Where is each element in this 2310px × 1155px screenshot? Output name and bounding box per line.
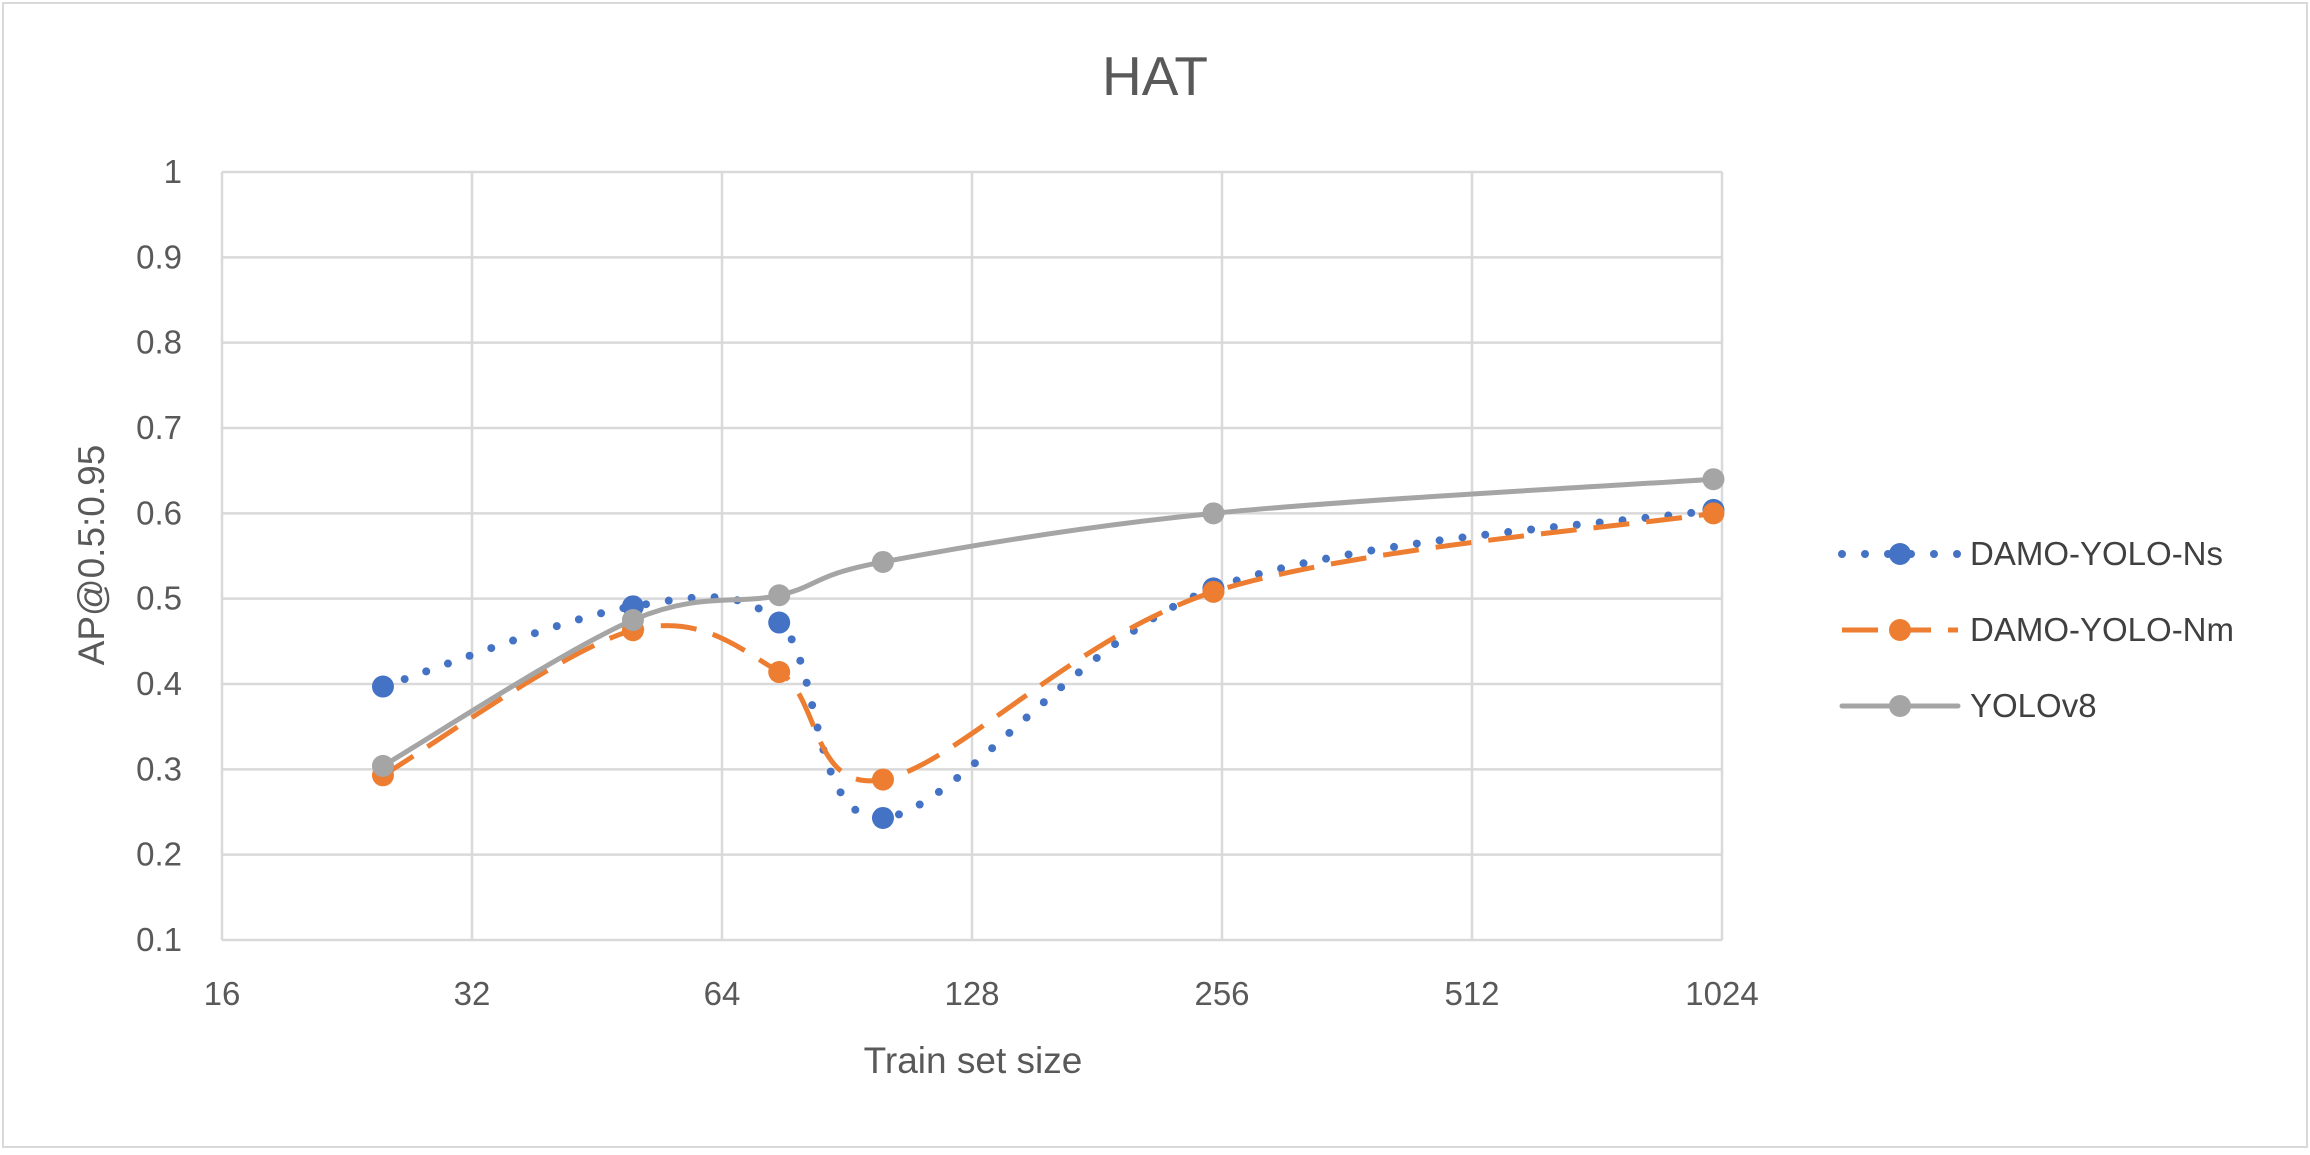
data-point — [768, 661, 791, 684]
x-tick-label: 256 — [1194, 975, 1249, 1012]
data-point — [871, 550, 894, 573]
data-point — [621, 609, 644, 631]
y-tick-label: 0.8 — [136, 324, 182, 361]
x-axis-title: Train set size — [864, 1040, 1083, 1081]
x-tick-label: 32 — [454, 975, 491, 1012]
gridlines — [220, 170, 1724, 942]
data-point — [371, 754, 394, 777]
y-tick-label: 1 — [164, 153, 182, 190]
series-lines — [371, 468, 1725, 829]
legend-item: YOLOv8 — [1839, 687, 2097, 724]
y-axis-title: AP@0.5:0.95 — [71, 445, 112, 666]
legend-item: DAMO-YOLO-Nm — [1842, 611, 2234, 648]
y-tick-label: 0.9 — [136, 238, 182, 275]
data-point — [871, 768, 894, 791]
data-point — [1702, 468, 1725, 491]
legend-label: YOLOv8 — [1970, 687, 2097, 724]
data-point — [1202, 580, 1225, 603]
x-tick-label: 64 — [704, 975, 741, 1012]
data-point — [1202, 502, 1225, 525]
tick-labels: 0.1 0.2 0.3 0.4 0.5 0.6 0.7 0.8 0.9 1 16 32 64 128 256… — [136, 153, 1759, 1012]
series-line — [381, 510, 1714, 784]
legend-item: DAMO-YOLO-Ns — [1838, 535, 2223, 572]
y-tick-label: 0.2 — [136, 836, 182, 873]
data-point — [371, 675, 394, 698]
series-line — [378, 505, 1718, 822]
x-tick-label: 1024 — [1685, 975, 1758, 1012]
y-tick-label: 0.7 — [136, 409, 182, 446]
data-point — [768, 611, 791, 634]
legend-label: DAMO-YOLO-Nm — [1970, 611, 2234, 648]
x-tick-label: 512 — [1444, 975, 1499, 1012]
y-tick-label: 0.4 — [136, 665, 182, 702]
legend-swatch-marker — [1889, 619, 1911, 641]
x-tick-label: 16 — [204, 975, 241, 1012]
legend-swatch-marker — [1889, 695, 1911, 717]
series-2 — [371, 468, 1725, 777]
data-point — [1702, 502, 1725, 525]
data-point — [768, 584, 791, 607]
legend-swatch-marker — [1889, 543, 1911, 565]
y-tick-label: 0.5 — [136, 580, 182, 617]
x-tick-label: 128 — [944, 975, 999, 1012]
y-tick-label: 0.1 — [136, 921, 182, 958]
chart-title: HAT — [1102, 45, 1208, 107]
y-tick-label: 0.3 — [136, 750, 182, 787]
legend-label: DAMO-YOLO-Ns — [1970, 535, 2223, 572]
legend: DAMO-YOLO-Ns DAMO-YOLO-Nm YOLOv8 — [1838, 535, 2234, 724]
data-point — [871, 806, 894, 829]
y-tick-label: 0.6 — [136, 494, 182, 531]
